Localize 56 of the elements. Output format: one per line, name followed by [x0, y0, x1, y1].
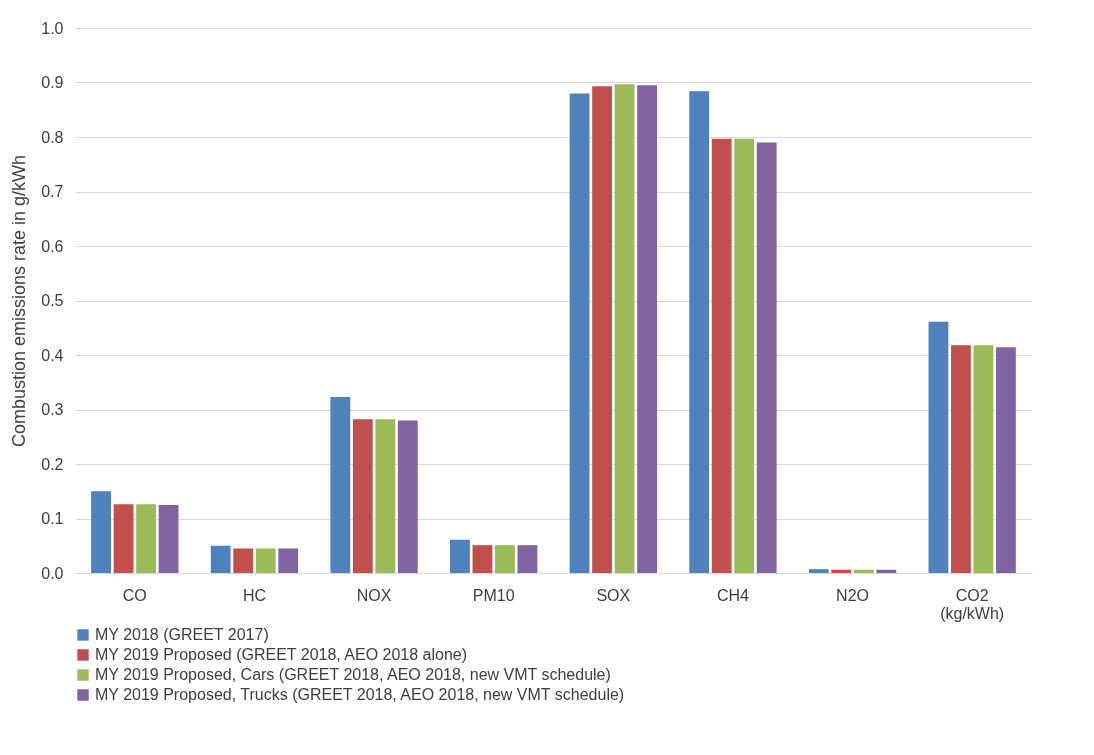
bar	[637, 85, 657, 573]
bar	[450, 539, 470, 573]
bar	[113, 504, 134, 573]
y-tick-label: 0.6	[41, 237, 64, 255]
legend-label: MY 2018 (GREET 2017)	[95, 626, 269, 643]
legend-label: MY 2019 Proposed, Trucks (GREET 2018, AEO 2018, new VMT schedule)	[95, 686, 625, 703]
x-tick-label: NOX	[356, 586, 392, 604]
bar	[158, 504, 179, 573]
legend-label: MY 2019 Proposed (GREET 2018, AEO 2018 alone)	[95, 646, 468, 663]
x-tick-label: CO2 (kg/kWh)	[940, 586, 1005, 622]
y-tick-label: 0.4	[41, 346, 64, 364]
bar	[397, 420, 418, 573]
x-tick-label: PM10	[472, 586, 515, 604]
y-tick-label: 0.2	[41, 455, 64, 473]
bar	[973, 345, 994, 573]
bar	[592, 86, 612, 573]
bar	[996, 347, 1016, 573]
legend-label: MY 2019 Proposed, Cars (GREET 2018, AEO 2018, new VMT schedule)	[95, 666, 611, 683]
bar	[233, 548, 254, 573]
bar	[91, 491, 111, 573]
bar	[255, 548, 276, 573]
bar	[472, 545, 493, 573]
y-tick-label: 0.8	[41, 128, 64, 146]
x-tick-label: N2O	[836, 586, 870, 604]
bar	[517, 545, 538, 573]
bar	[495, 545, 515, 573]
y-tick-label: 0.5	[41, 292, 64, 309]
bar	[831, 569, 852, 573]
bar	[734, 138, 755, 573]
y-axis-title: Combustion emissions rate in g/kWh	[9, 154, 30, 448]
y-tick-label: 0.3	[41, 401, 64, 418]
bar	[330, 396, 351, 573]
bar	[136, 504, 156, 573]
bar	[951, 345, 971, 573]
bar	[711, 138, 732, 573]
x-tick-label: SOX	[596, 586, 631, 604]
bar	[614, 84, 635, 573]
y-tick-label: 0.9	[41, 74, 64, 91]
x-tick-label: CH4	[716, 586, 750, 604]
x-tick-label: HC	[242, 586, 266, 604]
bar	[210, 545, 231, 573]
bar	[928, 321, 949, 573]
y-tick-label: 1.0	[41, 19, 64, 37]
bar	[375, 419, 396, 573]
bar	[756, 142, 777, 573]
bar	[278, 548, 299, 573]
bar	[569, 93, 590, 573]
y-tick-label: 0.0	[41, 564, 64, 582]
bar	[352, 419, 373, 573]
y-tick-label: 0.1	[41, 510, 64, 527]
bar	[853, 569, 874, 573]
bar	[689, 91, 710, 573]
bar	[808, 569, 829, 573]
x-tick-label: CO	[122, 586, 147, 604]
bar	[876, 569, 897, 573]
y-tick-label: 0.7	[41, 183, 64, 200]
